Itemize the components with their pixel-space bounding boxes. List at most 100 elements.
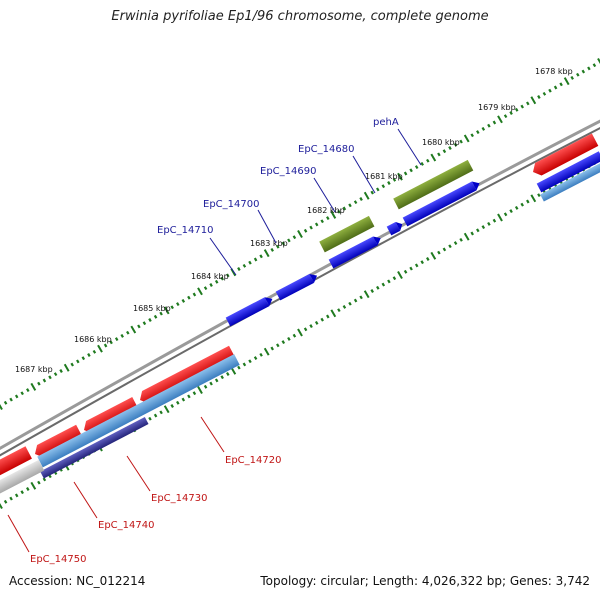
- minor-tick: [337, 209, 341, 214]
- minor-tick: [192, 292, 197, 297]
- major-tick: [97, 344, 103, 353]
- gene-epc-14690-block[interactable]: [328, 234, 383, 269]
- tick-label-1684: 1684 kbp: [191, 272, 229, 281]
- minor-tick: [114, 337, 119, 342]
- minor-tick: [320, 219, 324, 224]
- minor-tick: [370, 190, 374, 195]
- minor-tick: [403, 269, 408, 274]
- minor-tick: [470, 231, 474, 236]
- minor-tick: [70, 362, 74, 367]
- gene-peha-green-block[interactable]: [393, 159, 474, 210]
- tick-label-1678: 1678 kbp: [535, 67, 573, 76]
- gene-red-block-b[interactable]: [32, 424, 83, 461]
- minor-tick: [259, 254, 263, 259]
- minor-tick: [492, 218, 497, 223]
- minor-tick: [259, 352, 263, 357]
- minor-tick: [476, 130, 480, 135]
- minor-tick: [214, 378, 219, 383]
- minor-tick: [42, 477, 47, 482]
- gene-label-epc-14680[interactable]: EpC_14680: [298, 144, 354, 155]
- gene-epc-14680-block[interactable]: [386, 220, 405, 236]
- gene-epc-14700-block[interactable]: [275, 271, 320, 301]
- minor-tick: [3, 400, 8, 405]
- minor-tick: [570, 75, 574, 80]
- minor-tick: [148, 416, 152, 421]
- gene-peha-blue-block[interactable]: [402, 179, 482, 227]
- minor-tick: [503, 212, 508, 217]
- gene-epc-14730-block[interactable]: [40, 416, 149, 479]
- gene-label-peha[interactable]: pehA: [373, 117, 399, 128]
- major-tick: [363, 191, 370, 200]
- minor-tick: [170, 305, 174, 310]
- minor-tick: [26, 487, 30, 491]
- gene-right-blue-block[interactable]: [536, 151, 600, 193]
- minor-tick: [9, 397, 13, 402]
- minor-tick: [253, 356, 258, 360]
- tick-label-1681: 1681 kbp: [365, 172, 403, 181]
- minor-tick: [226, 273, 230, 278]
- gene-label-epc-14730[interactable]: EpC_14730: [151, 493, 207, 504]
- gene-red-block-a[interactable]: [0, 446, 32, 477]
- minor-tick: [387, 181, 391, 185]
- major-tick: [463, 134, 470, 143]
- minor-tick: [287, 238, 291, 243]
- minor-tick: [14, 394, 19, 399]
- gene-red-block-c[interactable]: [81, 397, 139, 436]
- minor-tick: [376, 187, 380, 192]
- gene-epc-14720-block[interactable]: [37, 354, 240, 468]
- tick-label-1679: 1679 kbp: [478, 103, 516, 112]
- major-tick: [0, 403, 3, 410]
- gene-green-block-1[interactable]: [319, 215, 375, 253]
- major-tick: [497, 115, 503, 124]
- gene-epc-14710-block[interactable]: [225, 294, 275, 327]
- minor-tick: [326, 314, 330, 319]
- minor-tick: [592, 63, 597, 68]
- gene-label-epc-14720[interactable]: EpC_14720: [225, 455, 281, 466]
- minor-tick: [426, 257, 430, 261]
- major-tick: [0, 502, 3, 509]
- minor-tick: [153, 413, 158, 418]
- tick-label-1686: 1686 kbp: [74, 335, 112, 344]
- minor-tick: [270, 346, 274, 351]
- gene-right-red-block[interactable]: [530, 133, 599, 178]
- major-tick: [63, 363, 70, 372]
- minor-tick: [248, 260, 252, 265]
- minor-tick: [303, 228, 308, 233]
- minor-tick: [442, 247, 447, 252]
- minor-tick: [214, 279, 219, 284]
- tick-label-1680: 1680 kbp: [422, 138, 460, 147]
- gene-red-block-d[interactable]: [137, 345, 236, 406]
- minor-tick: [320, 317, 324, 322]
- minor-tick: [20, 391, 24, 396]
- minor-tick: [220, 375, 224, 380]
- minor-tick: [159, 311, 163, 316]
- minor-tick: [392, 276, 397, 281]
- map-title: Erwinia pyrifoliae Ep1/96 chromosome, co…: [111, 9, 489, 24]
- minor-tick: [537, 193, 541, 198]
- minor-tick: [587, 66, 591, 71]
- gene-label-epc-14710[interactable]: EpC_14710: [157, 225, 213, 236]
- minor-tick: [226, 372, 230, 376]
- minor-tick: [509, 111, 513, 115]
- outer-tick-ring: [0, 58, 600, 410]
- gene-right-light-block[interactable]: [540, 162, 600, 202]
- minor-tick: [14, 493, 19, 498]
- major-tick: [597, 58, 600, 65]
- minor-tick: [159, 410, 163, 415]
- gene-label-epc-14750[interactable]: EpC_14750: [30, 554, 86, 565]
- minor-tick: [309, 225, 313, 230]
- minor-tick: [381, 282, 386, 287]
- minor-tick: [109, 340, 113, 345]
- gene-label-epc-14690[interactable]: EpC_14690: [260, 166, 316, 177]
- minor-tick: [359, 295, 363, 300]
- gene-label-epc-14700[interactable]: EpC_14700: [203, 199, 259, 210]
- minor-tick: [414, 263, 419, 268]
- minor-tick: [520, 104, 524, 109]
- gene-label-epc-14740[interactable]: EpC_14740: [98, 520, 154, 531]
- minor-tick: [453, 142, 458, 147]
- minor-tick: [87, 353, 91, 357]
- minor-tick: [281, 340, 286, 345]
- minor-tick: [337, 308, 341, 313]
- major-tick: [297, 328, 303, 337]
- gene-epc-14750-block[interactable]: [0, 459, 45, 498]
